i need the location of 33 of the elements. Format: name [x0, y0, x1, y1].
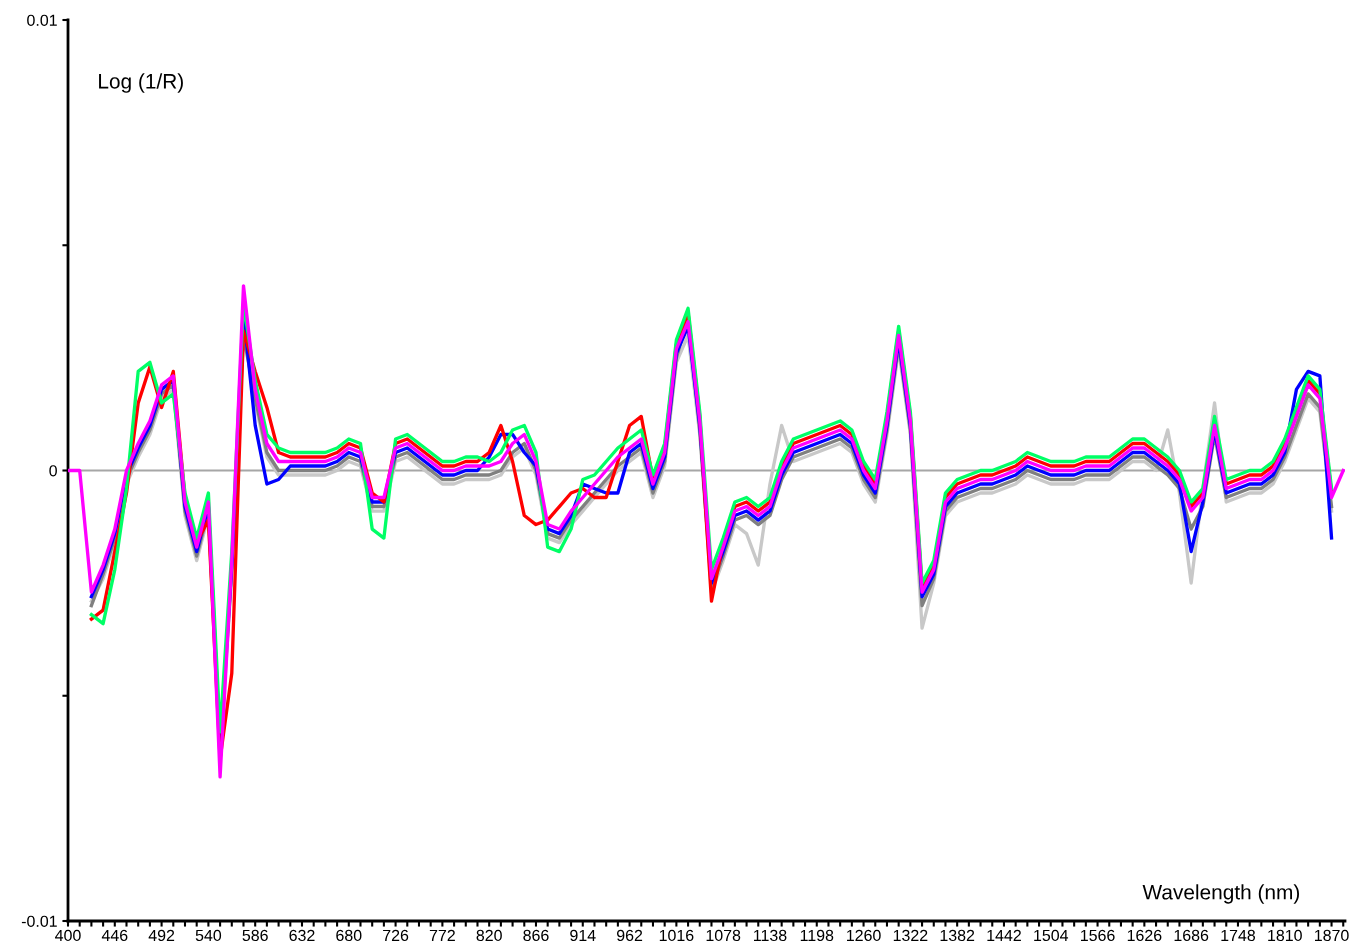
y-tick-label: -0.01	[21, 915, 57, 927]
x-tick-label: 400	[55, 929, 81, 942]
x-tick-label: 1566	[1081, 929, 1115, 942]
y-tick-label: 0.01	[27, 14, 57, 26]
x-tick-label: 1686	[1174, 929, 1209, 942]
x-tick-label: 1870	[1315, 929, 1349, 942]
x-tick-label: 866	[523, 929, 549, 942]
x-tick-label: 1198	[800, 929, 834, 942]
x-tick-label: 772	[429, 929, 455, 941]
x-tick-label: 1260	[847, 929, 881, 942]
y-axis-title: Log (1/R)	[99, 73, 183, 93]
x-tick-label: 1382	[940, 929, 975, 942]
x-tick-label: 914	[570, 929, 596, 942]
x-tick-label: 632	[289, 929, 315, 942]
x-tick-label: 1442	[987, 929, 1021, 941]
x-tick-label: 586	[242, 929, 268, 942]
x-tick-label: 1016	[659, 929, 694, 942]
x-axis-title: Wavelength (nm)	[1142, 884, 1300, 904]
y-tick-label: 0	[49, 465, 57, 477]
x-tick-label: 1504	[1034, 929, 1069, 942]
x-tick-label: 1078	[706, 929, 741, 942]
x-tick-label: 1748	[1221, 929, 1256, 942]
x-tick-label: 680	[336, 929, 362, 942]
x-tick-label: 446	[101, 929, 128, 942]
x-tick-label: 1138	[754, 929, 787, 942]
x-tick-label: 1626	[1127, 929, 1162, 942]
x-tick-label: 820	[476, 929, 502, 942]
x-tick-label: 540	[195, 929, 222, 942]
x-tick-label: 962	[617, 929, 643, 942]
x-tick-label: 1322	[893, 929, 928, 942]
x-tick-label: 1810	[1268, 929, 1302, 942]
x-tick-label: 492	[148, 929, 175, 942]
x-tick-label: 726	[383, 929, 409, 942]
